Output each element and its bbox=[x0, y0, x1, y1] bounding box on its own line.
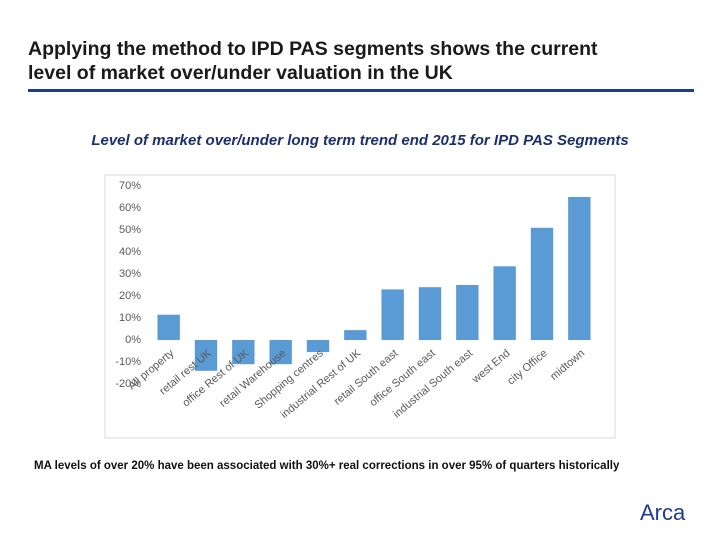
title-rule bbox=[28, 89, 694, 92]
plot-frame bbox=[104, 174, 616, 439]
chart-title: Level of market over/under long term tre… bbox=[91, 132, 629, 149]
y-tick-label: 20% bbox=[119, 290, 141, 302]
y-tick-label: 40% bbox=[119, 246, 141, 258]
bar bbox=[381, 289, 404, 340]
bar bbox=[568, 197, 591, 340]
bar bbox=[456, 285, 479, 340]
slide-title: Applying the method to IPD PAS segments … bbox=[28, 38, 598, 60]
logo: Arca bbox=[640, 500, 686, 525]
footnote: MA levels of over 20% have been associat… bbox=[34, 460, 620, 472]
bar bbox=[232, 340, 255, 365]
x-tick-label: city Office bbox=[505, 347, 550, 387]
y-tick-label: -10% bbox=[115, 356, 141, 368]
y-tick-label: 50% bbox=[119, 224, 141, 236]
y-tick-label: 0% bbox=[125, 334, 141, 346]
bar bbox=[194, 340, 218, 371]
y-tick-label: 30% bbox=[119, 268, 141, 280]
bar bbox=[269, 340, 292, 365]
y-tick-label: -20% bbox=[115, 378, 141, 390]
bar bbox=[530, 227, 554, 340]
x-tick-label: retail South east bbox=[332, 347, 401, 407]
y-tick-label: 10% bbox=[119, 312, 141, 324]
bar bbox=[157, 314, 180, 340]
bar bbox=[493, 266, 516, 340]
bar bbox=[344, 330, 367, 340]
bar bbox=[418, 287, 442, 340]
x-tick-label: midtown bbox=[548, 347, 587, 383]
slide-title: level of market over/under valuation in … bbox=[28, 62, 453, 84]
y-tick-label: 60% bbox=[119, 202, 141, 214]
bar bbox=[306, 340, 330, 353]
x-tick-label: office South east bbox=[367, 347, 437, 409]
y-tick-label: 70% bbox=[119, 180, 141, 192]
